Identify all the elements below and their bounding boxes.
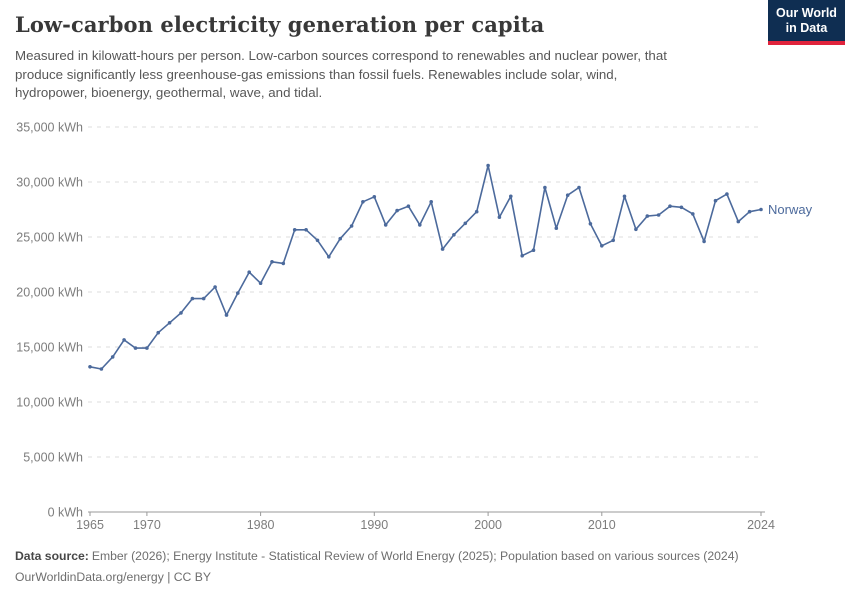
- data-point[interactable]: [440, 247, 445, 251]
- data-point[interactable]: [292, 228, 297, 232]
- owid-logo-line-1: Our World: [776, 6, 837, 20]
- x-axis-tick-label: 2010: [588, 518, 616, 532]
- data-point[interactable]: [702, 239, 706, 244]
- license-line: OurWorldinData.org/energy | CC BY: [15, 570, 211, 584]
- data-line[interactable]: [89, 164, 762, 370]
- data-point[interactable]: [429, 200, 434, 204]
- data-point[interactable]: [634, 227, 638, 232]
- data-point[interactable]: [88, 365, 92, 369]
- data-point[interactable]: [520, 253, 524, 258]
- data-point[interactable]: [588, 222, 593, 226]
- data-point[interactable]: [611, 238, 615, 243]
- data-point[interactable]: [747, 209, 752, 214]
- owid-logo-line-2: in Data: [785, 21, 828, 35]
- y-axis-tick-label: 20,000 kWh: [16, 286, 83, 300]
- subtitle-line-3: hydropower, bioenergy, geothermal, wave,…: [15, 85, 323, 100]
- series-end-label[interactable]: Norway: [768, 202, 813, 217]
- data-point[interactable]: [349, 224, 354, 228]
- page-title: Low-carbon electricity generation per ca…: [15, 12, 545, 37]
- data-point[interactable]: [474, 209, 479, 214]
- data-point[interactable]: [691, 212, 695, 216]
- data-point[interactable]: [565, 193, 570, 197]
- x-axis-tick-label: 1980: [247, 518, 275, 532]
- data-point[interactable]: [406, 204, 411, 208]
- data-point[interactable]: [315, 238, 320, 243]
- y-axis-tick-label: 15,000 kWh: [16, 341, 83, 355]
- data-point[interactable]: [99, 367, 104, 371]
- data-point[interactable]: [383, 223, 388, 227]
- data-point[interactable]: [361, 200, 365, 204]
- data-point[interactable]: [213, 285, 217, 289]
- data-point[interactable]: [531, 248, 536, 252]
- data-point[interactable]: [509, 194, 513, 199]
- data-point[interactable]: [668, 204, 672, 208]
- y-axis-tick-label: 35,000 kWh: [16, 121, 83, 135]
- data-point[interactable]: [736, 219, 741, 224]
- chart-subtitle: Measured in kilowatt-hours per person. L…: [15, 47, 835, 103]
- data-point[interactable]: [577, 185, 581, 190]
- data-point[interactable]: [145, 346, 149, 350]
- subtitle-line-1: Measured in kilowatt-hours per person. L…: [15, 48, 667, 63]
- data-point[interactable]: [258, 281, 263, 285]
- x-axis-tick-label: 2000: [474, 518, 502, 532]
- data-point[interactable]: [645, 214, 650, 218]
- x-axis-tick-label: 1970: [133, 518, 161, 532]
- data-point[interactable]: [372, 195, 377, 199]
- owid-logo: Our World in Data: [768, 0, 845, 45]
- data-point[interactable]: [190, 296, 195, 301]
- data-point[interactable]: [236, 291, 240, 295]
- data-point[interactable]: [179, 311, 183, 315]
- data-point[interactable]: [224, 313, 229, 317]
- subtitle-line-2: produce significantly less greenhouse-ga…: [15, 66, 618, 82]
- data-point[interactable]: [600, 244, 604, 248]
- data-point[interactable]: [543, 185, 547, 190]
- data-point[interactable]: [656, 213, 661, 217]
- x-axis-tick-label: 2024: [747, 518, 775, 532]
- data-point[interactable]: [679, 205, 684, 210]
- y-axis-tick-label: 5,000 kWh: [23, 451, 83, 465]
- data-point[interactable]: [122, 338, 126, 342]
- x-axis-tick-label: 1965: [76, 518, 104, 532]
- data-point[interactable]: [247, 270, 251, 274]
- y-axis-tick-label: 25,000 kWh: [16, 231, 83, 245]
- data-point[interactable]: [713, 198, 718, 203]
- data-source-label: Data source:: [15, 549, 89, 563]
- data-point[interactable]: [418, 223, 422, 227]
- data-point[interactable]: [725, 192, 729, 196]
- data-point[interactable]: [338, 236, 343, 241]
- data-point[interactable]: [304, 228, 308, 232]
- data-point[interactable]: [395, 208, 399, 213]
- data-point[interactable]: [327, 255, 331, 259]
- x-axis-tick-label: 1990: [360, 518, 388, 532]
- line-chart[interactable]: 0 kWh 5,000 kWh 10,000 kWh 15,000 kWh 20,000…: [0, 115, 850, 545]
- data-point[interactable]: [497, 215, 502, 219]
- data-point[interactable]: [167, 321, 172, 325]
- data-point[interactable]: [133, 346, 138, 350]
- data-point[interactable]: [452, 233, 456, 237]
- data-point[interactable]: [463, 221, 468, 226]
- y-axis-tick-label: 30,000 kWh: [16, 176, 83, 190]
- data-source-line: Data source: Ember (2026); Energy Institu…: [15, 546, 835, 567]
- data-point[interactable]: [110, 355, 115, 359]
- chart-footer: Data source: Ember (2026); Energy Institu…: [15, 546, 835, 588]
- data-point[interactable]: [270, 260, 274, 264]
- data-point[interactable]: [156, 330, 160, 335]
- data-source-text: Ember (2026); Energy Institute - Statist…: [91, 549, 739, 563]
- data-point[interactable]: [201, 296, 206, 301]
- y-axis-tick-label: 10,000 kWh: [16, 396, 83, 410]
- data-point[interactable]: [486, 163, 490, 168]
- data-point[interactable]: [281, 261, 286, 266]
- chart-area: 0 kWh 5,000 kWh 10,000 kWh 15,000 kWh 20,000…: [0, 115, 850, 550]
- chart-header: Low-carbon electricity generation per ca…: [15, 12, 835, 103]
- data-point[interactable]: [622, 194, 627, 199]
- data-point[interactable]: [759, 207, 763, 212]
- data-point[interactable]: [554, 226, 559, 230]
- y-axis-tick-label: 0 kWh: [48, 506, 83, 520]
